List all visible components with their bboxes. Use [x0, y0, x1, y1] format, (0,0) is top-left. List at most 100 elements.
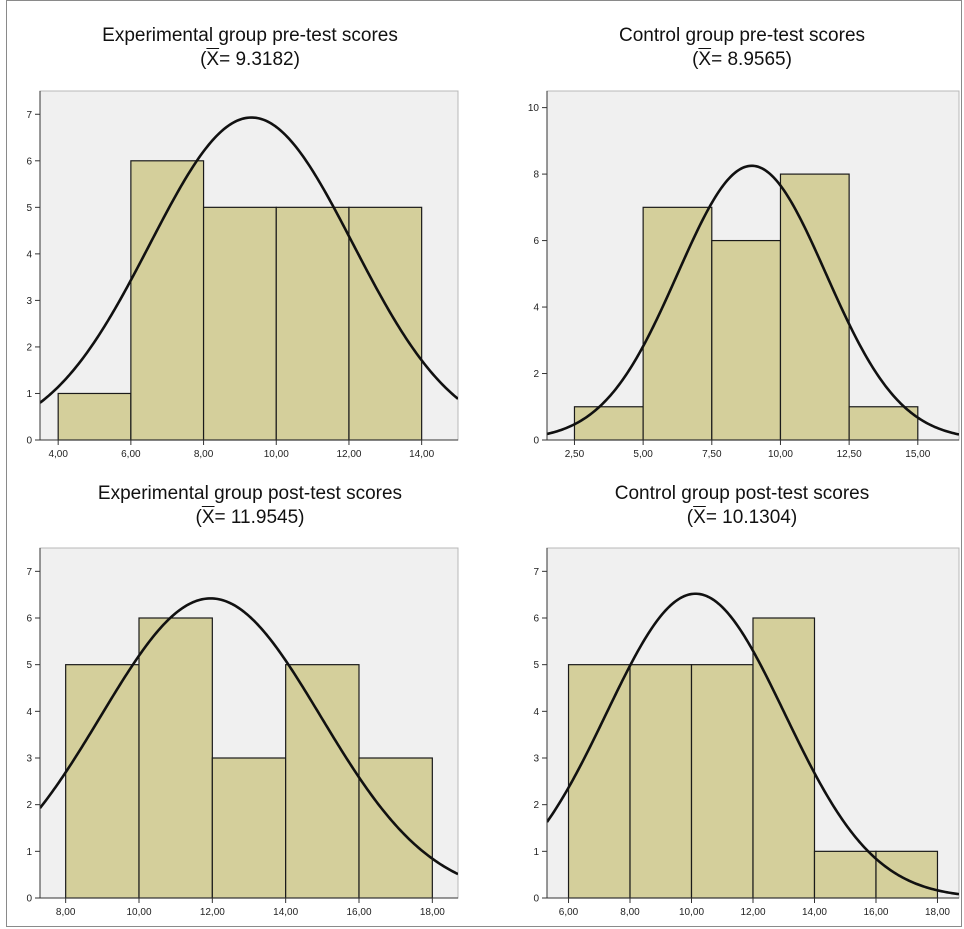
x-tick-label: 7,50: [702, 449, 722, 460]
y-tick-label: 2: [533, 800, 539, 811]
y-tick-label: 6: [533, 614, 539, 625]
y-tick-label: 10: [528, 103, 540, 114]
x-tick-label: 2,50: [565, 449, 585, 460]
y-tick-label: 5: [26, 660, 32, 671]
histogram-bar: [211, 757, 287, 899]
x-tick-label: 10,00: [768, 449, 793, 460]
mean-symbol: X: [698, 49, 712, 70]
histogram-bar: [65, 664, 140, 899]
histogram-bar: [875, 850, 939, 899]
x-tick-label: 18,00: [925, 907, 950, 918]
subtitle: (X= 8.9565): [692, 49, 792, 70]
title-text: Control group pre-test scores: [618, 25, 866, 46]
chart-title-experimental-pre: Experimental group pre-test scores (X= 9…: [40, 24, 460, 72]
mean-value: = 11.9545): [214, 507, 305, 528]
x-tick-label: 14,00: [273, 907, 298, 918]
y-tick-label: 0: [26, 894, 32, 905]
normal-curve: [40, 597, 458, 876]
x-tick-label: 10,00: [264, 449, 289, 460]
x-tick-label: 16,00: [863, 907, 888, 918]
x-tick-label: 12,00: [336, 449, 361, 460]
histogram-bar: [752, 617, 816, 899]
y-tick-label: 5: [533, 660, 539, 671]
y-tick-label: 0: [533, 894, 539, 905]
x-tick-label: 8,00: [194, 449, 214, 460]
histogram-bar: [711, 239, 782, 441]
chart-title-control-post: Control group post-test scores (X= 10.13…: [532, 482, 952, 530]
x-tick-label: 6,00: [559, 907, 579, 918]
normal-curve: [40, 116, 458, 404]
x-tick-label: 8,00: [620, 907, 640, 918]
normal-curve: [547, 592, 959, 896]
histogram-bar: [285, 664, 360, 899]
y-tick-label: 0: [26, 436, 32, 447]
mean-value: = 8.9565): [711, 49, 792, 70]
x-tick-label: 18,00: [420, 907, 445, 918]
y-tick-label: 4: [26, 249, 32, 260]
histogram-bar: [57, 392, 132, 441]
mean-symbol: X: [693, 507, 706, 528]
histogram-bar: [779, 173, 850, 441]
mean-value: = 9.3182): [219, 49, 300, 70]
x-tick-label: 5,00: [633, 449, 653, 460]
histogram-experimental-post: 0 1 2 3 4 5 6 7 8,00 10,00 12,00 14,00 16,00 18,00: [26, 547, 459, 918]
y-tick-label: 3: [533, 754, 539, 765]
x-tick-label: 14,00: [802, 907, 827, 918]
histogram-control-post: 0 1 2 3 4 5 6 7 6,00 8,00 10,00 12,00 14,00 16,00 18,0…: [533, 547, 960, 918]
chart-title-control-pre: Control group pre-test scores (X= 8.9565…: [532, 24, 952, 72]
histogram-bar: [813, 850, 877, 899]
x-tick-label: 8,00: [56, 907, 76, 918]
x-tick-label: 10,00: [126, 907, 151, 918]
title-text: Experimental group pre-test scores: [102, 25, 398, 46]
histogram-experimental-pre: 0 1 2 3 4 5 6 7 4,00 6,00 8,00 10,00 12,00 14,00: [26, 90, 459, 460]
x-tick-label: 12,00: [740, 907, 765, 918]
x-tick-label: 15,00: [905, 449, 930, 460]
histogram-bar: [275, 206, 350, 441]
histogram-bar: [130, 160, 205, 441]
x-tick-label: 14,00: [409, 449, 434, 460]
y-tick-label: 4: [533, 303, 539, 314]
histogram-bar: [573, 406, 644, 441]
y-tick-label: 6: [26, 614, 32, 625]
mean-symbol: X: [206, 49, 220, 70]
x-tick-label: 4,00: [48, 449, 68, 460]
y-tick-label: 4: [533, 707, 539, 718]
x-tick-label: 16,00: [346, 907, 371, 918]
x-tick-label: 12,00: [200, 907, 225, 918]
chart-title-experimental-post: Experimental group post-test scores (X= …: [40, 482, 460, 530]
title-text: Experimental group post-test scores: [97, 483, 403, 504]
histogram-bar: [358, 757, 433, 899]
y-tick-label: 0: [533, 436, 539, 447]
y-tick-label: 3: [26, 296, 32, 307]
subtitle: (X= 9.3182): [200, 49, 300, 70]
x-tick-label: 6,00: [121, 449, 141, 460]
normal-curve: [547, 164, 959, 436]
y-tick-label: 4: [26, 707, 32, 718]
histogram-bar: [629, 664, 693, 899]
y-tick-label: 7: [26, 110, 32, 121]
subtitle: (X= 11.9545): [195, 507, 305, 528]
title-text: Control group post-test scores: [614, 483, 870, 504]
mean-symbol: X: [201, 507, 215, 528]
histogram-bar: [138, 617, 213, 899]
y-tick-label: 7: [533, 567, 539, 578]
y-tick-label: 8: [533, 170, 539, 181]
y-tick-label: 6: [26, 156, 32, 167]
histogram-bar: [690, 664, 754, 899]
x-tick-label: 12,50: [837, 449, 862, 460]
y-tick-label: 1: [533, 847, 539, 858]
histogram-bar: [202, 206, 277, 441]
y-tick-label: 6: [533, 236, 539, 247]
y-tick-label: 7: [26, 567, 32, 578]
histogram-bar: [567, 664, 631, 899]
y-tick-label: 2: [26, 342, 32, 353]
y-tick-label: 1: [26, 389, 32, 400]
mean-value: = 10.1304): [705, 507, 798, 528]
histogram-bar: [848, 406, 919, 441]
y-tick-label: 2: [533, 369, 539, 380]
subtitle: (X= 10.1304): [686, 507, 798, 528]
y-tick-label: 2: [26, 800, 32, 811]
histogram-bar: [348, 206, 423, 441]
y-tick-label: 5: [26, 203, 32, 214]
x-tick-label: 10,00: [679, 907, 704, 918]
